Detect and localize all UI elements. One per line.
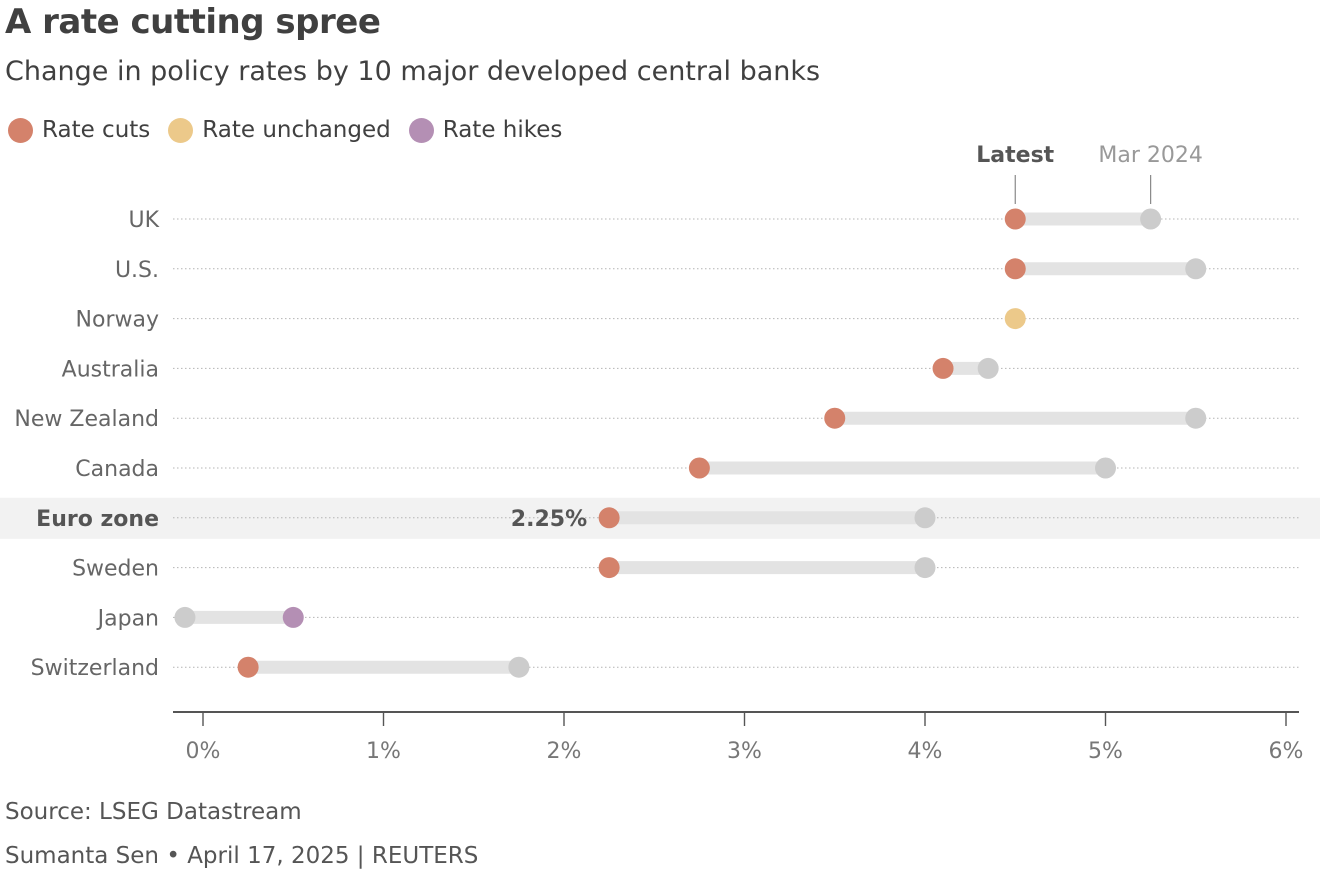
point-mar2024 [174,606,196,628]
legend-item-rate-cuts: Rate cuts [8,117,150,143]
point-latest [932,357,954,379]
x-tick-label: 0% [186,739,221,764]
legend-item-rate-hikes: Rate hikes [408,117,563,143]
x-tick-label: 5% [1088,739,1123,764]
point-latest [1004,208,1026,230]
country-label: Australia [62,357,159,382]
point-latest [688,457,710,479]
country-label: Euro zone [36,507,159,532]
legend-item-rate-unchanged: Rate unchanged [168,117,391,143]
legend: Rate cuts Rate unchanged Rate hikes [8,117,580,143]
x-tick-label: 1% [366,739,401,764]
point-latest [1004,308,1026,330]
point-latest [237,656,259,678]
x-tick-label: 2% [547,739,582,764]
country-label: Sweden [72,557,159,582]
point-latest [1004,258,1026,280]
point-latest [282,606,304,628]
legend-label-rate-hikes: Rate hikes [442,117,563,143]
chart-title: A rate cutting spree [5,2,381,42]
point-mar2024 [914,507,936,529]
country-label: New Zealand [14,407,159,432]
point-mar2024 [1185,407,1207,429]
point-mar2024 [1185,258,1207,280]
point-latest [598,557,620,579]
point-mar2024 [1140,208,1162,230]
point-mar2024 [914,557,936,579]
source-note: Source: LSEG Datastream [5,799,302,825]
value-label: 2.25% [511,507,587,532]
rate-cuts-swatch [8,117,33,143]
chart-subtitle: Change in policy rates by 10 major devel… [5,56,821,87]
country-label: Japan [96,606,159,631]
rate-unchanged-swatch [168,117,194,143]
point-mar2024 [977,357,999,379]
point-mar2024 [1095,457,1116,479]
country-label: UK [128,208,159,233]
country-label: Switzerland [31,656,159,681]
legend-label-rate-unchanged: Rate unchanged [202,117,391,143]
legend-label-rate-cuts: Rate cuts [42,117,151,143]
byline: Sumanta Sen • April 17, 2025 | REUTERS [5,843,479,869]
x-tick-label: 6% [1269,739,1304,764]
rate-hikes-swatch [408,117,434,143]
country-label: U.S. [115,258,159,283]
point-mar2024 [508,656,530,678]
series-label-mar2024: Mar 2024 [1098,143,1203,168]
series-label-latest: Latest [976,143,1054,168]
country-label: Norway [76,308,159,333]
country-label: Canada [75,457,159,482]
x-tick-label: 3% [727,739,762,764]
x-tick-label: 4% [908,739,943,764]
point-latest [598,507,620,529]
point-latest [824,407,846,429]
